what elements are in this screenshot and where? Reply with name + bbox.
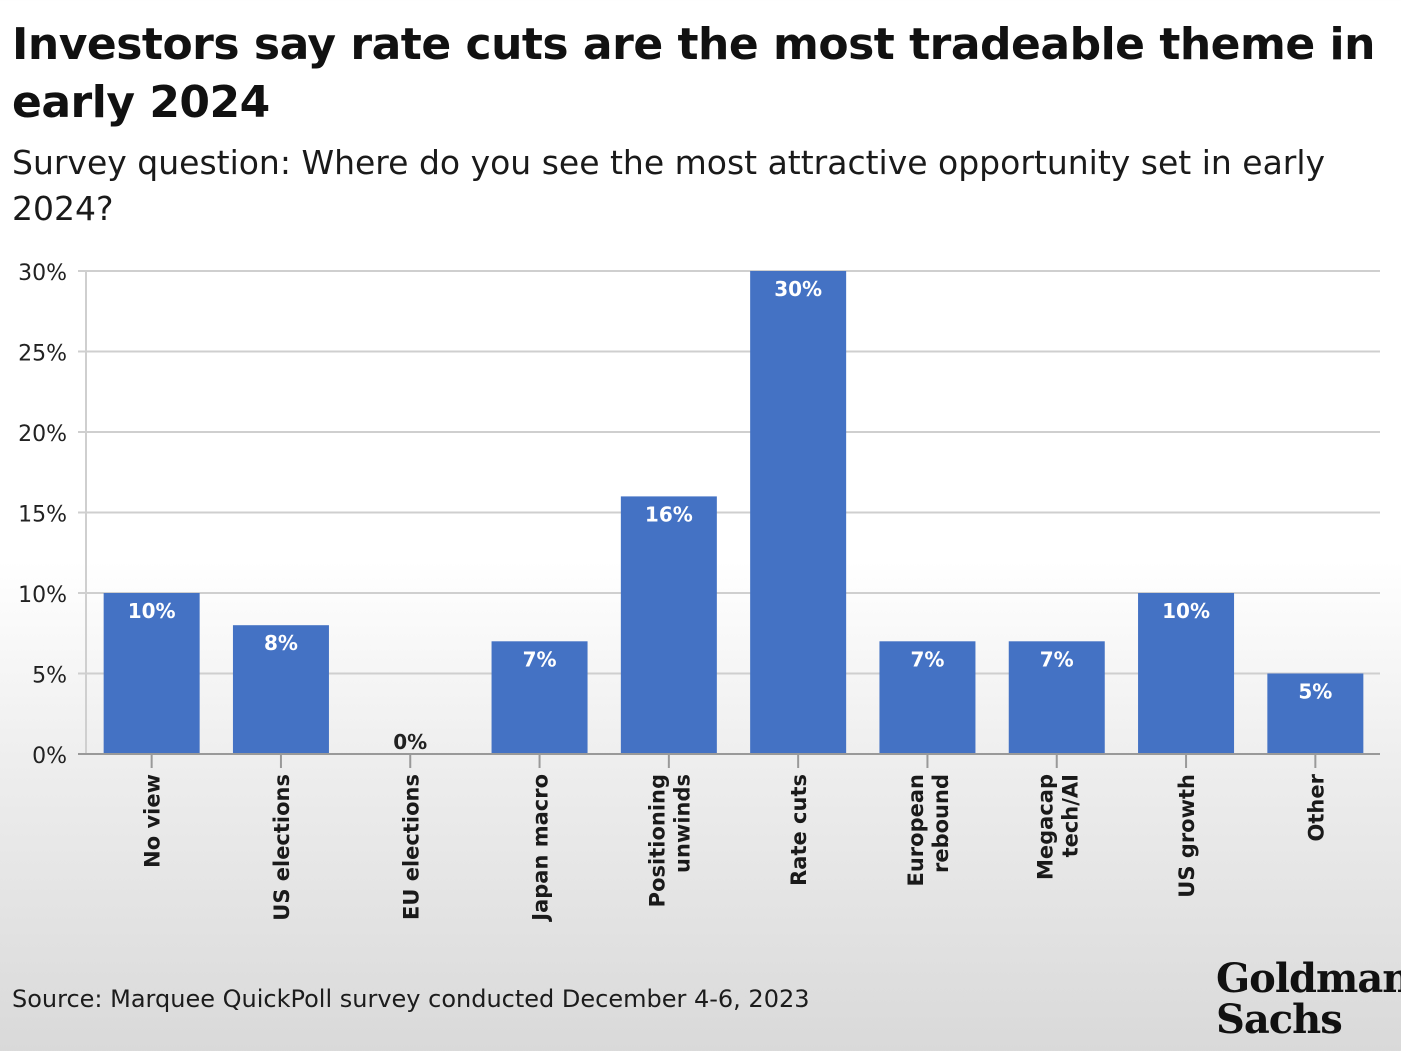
bar [1267,673,1364,754]
bar-value-label: 10% [1162,599,1210,623]
bar-value-label: 8% [264,631,298,655]
bar-value-label: 16% [645,502,693,526]
x-tick-label-line: Rate cuts [787,774,811,886]
bar-value-label: 7% [1040,647,1074,671]
y-tick-label: 30% [18,261,67,286]
x-tick-label-line: US growth [1175,774,1199,898]
bar [103,593,200,754]
bar [232,625,329,754]
x-tick-label-line: EU elections [399,774,423,920]
y-tick-label: 15% [18,503,67,528]
bar-value-label: 0% [393,730,427,754]
y-tick-label: 20% [18,422,67,447]
x-tick-label: Rate cuts [787,774,811,886]
x-tick-label: Positioning unwinds [645,774,694,907]
bar-value-label: 30% [774,277,822,301]
x-tick-label: European rebound [904,774,953,886]
x-tick-label-line: unwinds [670,774,694,873]
x-tick-label-line: Positioning [645,774,669,907]
y-tick-label: 5% [32,664,67,689]
x-tick-label-line: Japan macro [529,774,553,923]
y-tick-label: 10% [18,583,67,608]
bar [620,496,717,754]
x-tick-label: US elections [270,774,294,921]
x-tick-label-line: US elections [270,774,294,921]
bar [491,641,588,754]
bar-value-label: 7% [523,647,557,671]
chart-title: Investors say rate cuts are the most tra… [12,19,1375,128]
x-tick-label: US growth [1175,774,1199,898]
bar [750,271,847,754]
chart-subtitle: Survey question: Where do you see the mo… [12,143,1326,228]
bar-value-label: 10% [128,599,176,623]
bar [1008,641,1105,754]
source-note: Source: Marquee QuickPoll survey conduct… [12,985,810,1013]
x-tick-label-line: No view [141,774,165,868]
x-tick-label: EU elections [399,774,423,920]
x-tick-label: Other [1304,773,1328,841]
x-tick-label: No view [141,774,165,868]
bar-value-label: 5% [1298,680,1332,704]
logo-line-2: Sachs [1216,996,1343,1043]
x-tick-label-line: Megacap [1033,774,1057,880]
bar-value-label: 7% [910,647,944,671]
y-tick-label: 25% [18,342,67,367]
y-tick-label: 0% [32,744,67,769]
goldman-sachs-logo: Goldman Sachs [1216,958,1401,1040]
x-tick-label-line: tech/AI [1058,774,1082,857]
x-tick-label-line: Other [1304,773,1328,841]
logo-line-1: Goldman [1216,955,1401,1002]
bar [1138,593,1235,754]
x-tick-label-line: rebound [929,774,953,873]
x-tick-label: Megacap tech/AI [1033,774,1082,880]
x-tick-label: Japan macro [529,774,553,923]
x-tick-label-line: European [904,774,928,886]
bar [879,641,976,754]
